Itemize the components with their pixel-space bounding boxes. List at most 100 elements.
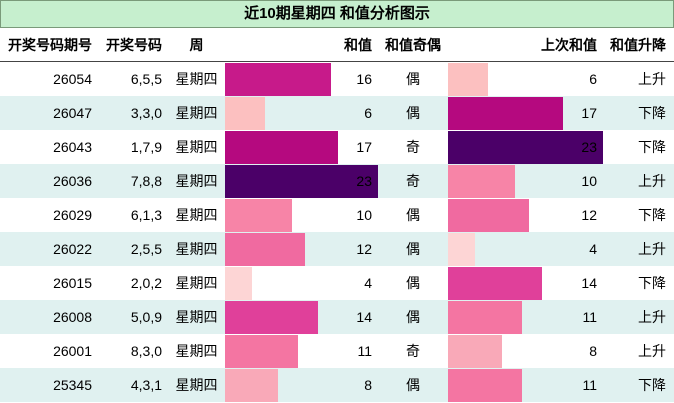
cell-text: 偶: [406, 275, 420, 291]
cell-text: 26022: [53, 241, 92, 257]
column-header: 周: [189, 37, 204, 53]
column-header: 和值升降: [610, 37, 666, 53]
cell-text: 下降: [638, 139, 666, 155]
row-background: [0, 232, 674, 266]
column-header: 和值奇偶: [385, 37, 441, 53]
cell-text: 偶: [406, 377, 420, 393]
row-background: [0, 368, 674, 402]
cell-text: 奇: [406, 173, 420, 189]
cell-text: 1,7,9: [130, 139, 162, 155]
cell-text: 下降: [638, 207, 666, 223]
data-bar: [225, 165, 378, 198]
cell-text: 23: [356, 173, 372, 189]
cell-text: 星期四: [175, 275, 218, 291]
row-background: [0, 334, 674, 368]
cell-text: 26015: [53, 275, 92, 291]
cell-text: 26054: [53, 71, 92, 87]
cell-text: 星期四: [175, 173, 218, 189]
data-bar: [448, 233, 475, 266]
cell-text: 12: [356, 241, 372, 257]
header-rule: [0, 61, 674, 62]
cell-text: 26047: [53, 105, 92, 121]
cell-text: 星期四: [175, 241, 218, 257]
cell-text: 偶: [406, 105, 420, 121]
cell-text: 26008: [53, 309, 92, 325]
cell-text: 下降: [638, 275, 666, 291]
column-header: 和值: [344, 37, 372, 53]
cell-text: 11: [582, 377, 597, 393]
data-bar: [448, 301, 523, 334]
cell-text: 上升: [638, 241, 666, 257]
data-bar: [225, 199, 292, 232]
cell-text: 12: [581, 207, 597, 223]
row-background: [0, 198, 674, 232]
cell-text: 4,3,1: [130, 377, 162, 393]
cell-text: 26043: [53, 139, 92, 155]
cell-text: 下降: [638, 377, 666, 393]
cell-text: 上升: [638, 343, 666, 359]
row-background: [0, 266, 674, 300]
cell-text: 17: [356, 139, 372, 155]
column-header: 开奖号码期号: [8, 37, 92, 53]
cell-text: 7,8,8: [130, 173, 162, 189]
title: 近10期星期四 和值分析图示: [0, 0, 674, 28]
cell-text: 4: [364, 275, 372, 291]
data-bar: [225, 63, 332, 96]
cell-text: 23: [581, 139, 597, 155]
data-bar: [225, 97, 265, 130]
column-header: 上次和值: [541, 37, 597, 53]
cell-text: 6,5,5: [130, 71, 162, 87]
cell-text: 6: [589, 71, 597, 87]
cell-text: 5,0,9: [130, 309, 162, 325]
cell-text: 10: [356, 207, 372, 223]
row-background: [0, 300, 674, 334]
cell-text: 偶: [406, 71, 420, 87]
data-bar: [448, 131, 603, 164]
cell-text: 10: [581, 173, 597, 189]
data-bar: [448, 97, 563, 130]
cell-text: 6,1,3: [130, 207, 162, 223]
cell-text: 25345: [53, 377, 92, 393]
cell-text: 奇: [406, 139, 420, 155]
cell-text: 下降: [638, 105, 666, 121]
data-bar: [448, 165, 516, 198]
cell-text: 8: [589, 343, 597, 359]
cell-text: 偶: [406, 309, 420, 325]
cell-text: 26001: [53, 343, 92, 359]
row-background: [0, 62, 674, 96]
cell-text: 上升: [638, 173, 666, 189]
cell-text: 14: [356, 309, 372, 325]
data-bar: [225, 131, 339, 164]
data-bar: [448, 199, 529, 232]
cell-text: 星期四: [175, 343, 218, 359]
cell-text: 2,5,5: [130, 241, 162, 257]
cell-text: 星期四: [175, 71, 218, 87]
data-bar: [225, 369, 279, 402]
data-bar: [448, 369, 523, 402]
data-bar: [225, 233, 305, 266]
cell-text: 16: [356, 71, 372, 87]
cell-text: 3,3,0: [130, 105, 162, 121]
data-bar: [225, 335, 299, 368]
cell-text: 11: [357, 343, 372, 359]
cell-text: 8: [364, 377, 372, 393]
cell-text: 14: [581, 275, 597, 291]
cell-text: 26036: [53, 173, 92, 189]
cell-text: 6: [364, 105, 372, 121]
cell-text: 17: [581, 105, 597, 121]
cell-text: 星期四: [175, 309, 218, 325]
data-bar: [225, 267, 252, 300]
cell-text: 偶: [406, 241, 420, 257]
cell-text: 4: [589, 241, 597, 257]
cell-text: 上升: [638, 71, 666, 87]
cell-text: 上升: [638, 309, 666, 325]
data-bar: [448, 335, 502, 368]
cell-text: 星期四: [175, 207, 218, 223]
cell-text: 8,3,0: [130, 343, 162, 359]
cell-text: 星期四: [175, 377, 218, 393]
cell-text: 26029: [53, 207, 92, 223]
cell-text: 偶: [406, 207, 420, 223]
cell-text: 星期四: [175, 139, 218, 155]
cell-text: 2,0,2: [130, 275, 162, 291]
